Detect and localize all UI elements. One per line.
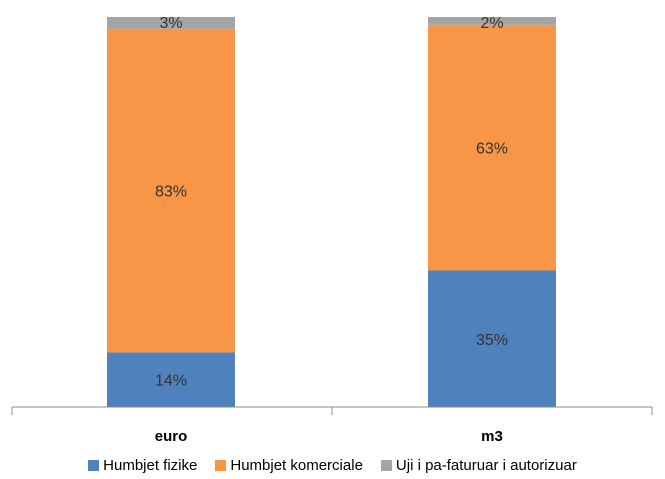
data-label-m3-3: 2% bbox=[480, 15, 503, 32]
legend-label: Humbjet fizike bbox=[103, 456, 198, 474]
category-label-euro: euro bbox=[155, 428, 188, 445]
data-label-m3-1: 35% bbox=[476, 332, 508, 349]
data-label-m3-2: 63% bbox=[476, 141, 508, 158]
legend-item-humbjet-komerciale: Humbjet komerciale bbox=[215, 457, 363, 474]
data-label-euro-3: 3% bbox=[159, 15, 182, 32]
legend-item-uji-pa-faturuar: Uji i pa-faturuar i autorizuar bbox=[380, 456, 577, 474]
bar-segment-m3-2 bbox=[428, 24, 556, 271]
bar-segment-euro-3 bbox=[107, 17, 235, 29]
legend-swatch-orange bbox=[215, 459, 227, 471]
legend-item-humbjet-fizike: Humbjet fizike bbox=[88, 457, 197, 474]
legend-label: Uji i pa-faturuar i autorizuar bbox=[395, 456, 577, 474]
data-label-euro-1: 14% bbox=[155, 373, 187, 390]
bars-group bbox=[107, 17, 556, 407]
category-label-m3: m3 bbox=[481, 428, 503, 445]
data-label-euro-2: 83% bbox=[155, 184, 187, 201]
legend-label: Humbjet komerciale bbox=[230, 456, 363, 474]
bar-segment-euro-2 bbox=[107, 28, 235, 353]
bar-segment-m3-3 bbox=[428, 17, 556, 25]
bar-segment-m3-1 bbox=[428, 270, 556, 407]
legend-swatch-blue bbox=[88, 459, 100, 471]
segment-labels-group: 14% 83% 3% 35% 63% 2% bbox=[155, 15, 508, 390]
bar-segment-euro-1 bbox=[107, 352, 235, 407]
legend-swatch-gray bbox=[380, 459, 392, 471]
legend: Humbjet fizike Humbjet komerciale Uji i … bbox=[0, 455, 665, 475]
